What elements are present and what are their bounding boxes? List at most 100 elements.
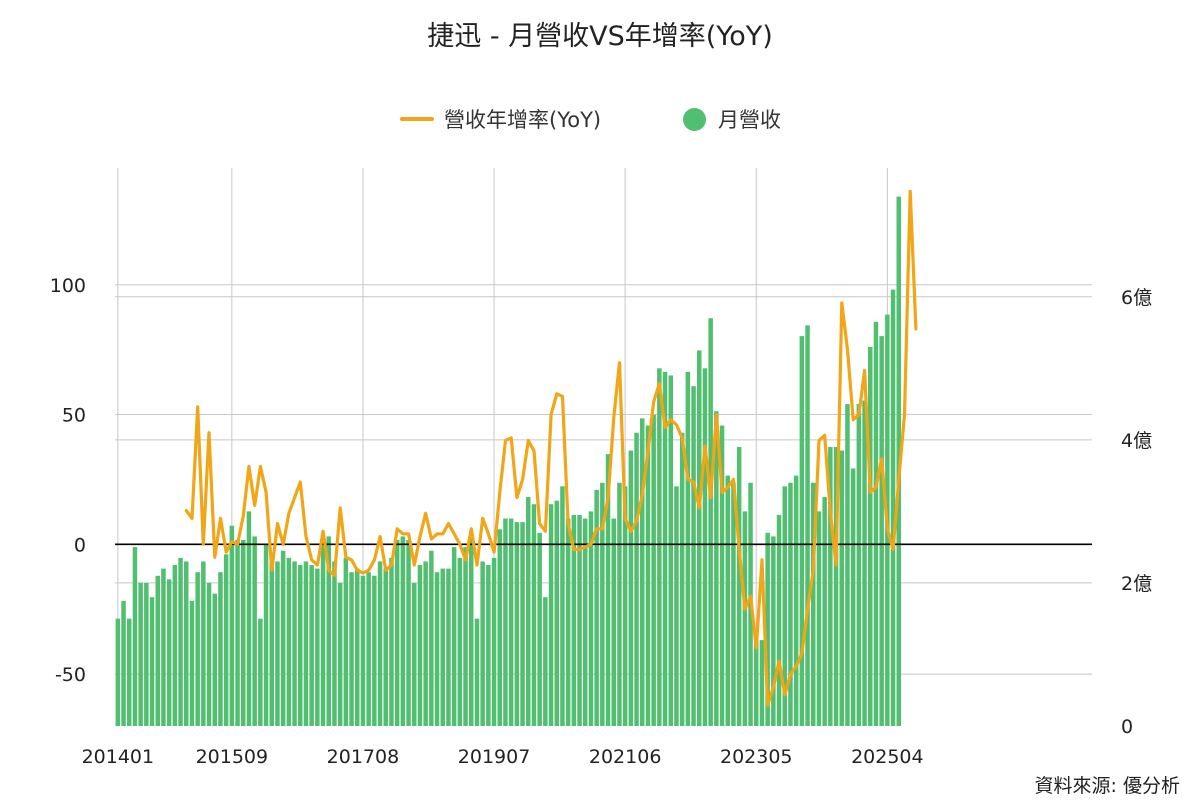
revenue-bar	[850, 468, 856, 726]
revenue-bar	[731, 482, 736, 726]
revenue-bar	[868, 346, 873, 726]
revenue-bar	[446, 568, 451, 726]
revenue-bar	[149, 597, 155, 726]
x-tick-label: 202504	[851, 746, 924, 768]
revenue-bar	[161, 568, 166, 726]
revenue-bar	[115, 618, 121, 726]
revenue-bar	[292, 561, 297, 726]
revenue-bar	[366, 572, 371, 726]
yoy-line	[184, 189, 918, 707]
revenue-bar	[235, 540, 240, 726]
revenue-bar	[178, 557, 183, 726]
revenue-bar	[469, 536, 474, 726]
legend: 營收年增率(YoY) 月營收	[0, 104, 1200, 134]
revenue-bar	[645, 425, 651, 726]
revenue-bar	[252, 536, 257, 726]
revenue-bar	[132, 547, 138, 726]
revenue-bar	[372, 575, 377, 726]
revenue-bar	[223, 554, 229, 726]
revenue-bar	[275, 561, 280, 726]
revenue-bar	[565, 518, 571, 726]
right-tick-label: 4億	[1121, 430, 1152, 452]
revenue-bar	[412, 582, 417, 726]
legend-item-yoy[interactable]: 營收年增率(YoY)	[400, 104, 601, 134]
revenue-bar	[782, 486, 787, 726]
revenue-bar	[765, 532, 770, 726]
revenue-bar	[725, 475, 730, 726]
revenue-bar	[389, 557, 394, 726]
axis-labels: 201401 201509 201708 201907 202106 202305 2025…	[50, 275, 1152, 768]
legend-line-swatch	[400, 117, 434, 121]
revenue-bar	[548, 504, 554, 726]
revenue-bar	[155, 575, 160, 726]
left-tick-label: 0	[74, 534, 86, 556]
revenue-bar	[754, 633, 759, 726]
revenue-bar	[526, 497, 531, 726]
revenue-bar	[588, 511, 594, 726]
revenue-bar	[736, 447, 742, 726]
revenue-bar	[286, 557, 292, 726]
revenue-bar	[605, 454, 611, 726]
revenue-bar	[611, 518, 616, 726]
x-tick-label: 201907	[458, 746, 531, 768]
revenue-bar	[406, 540, 411, 726]
revenue-bar	[708, 318, 713, 726]
x-tick-label: 201401	[82, 746, 155, 768]
revenue-bar	[828, 447, 833, 726]
revenue-bar	[788, 482, 793, 726]
revenue-bar	[662, 371, 668, 726]
revenue-bar	[206, 582, 212, 726]
revenue-bar	[218, 572, 223, 726]
revenue-bar	[771, 536, 776, 726]
revenue-bar	[816, 511, 822, 726]
revenue-bar	[793, 475, 799, 726]
revenue-bar	[451, 547, 457, 726]
revenue-bar	[298, 565, 303, 726]
revenue-bar	[212, 593, 217, 726]
revenue-bar	[651, 414, 656, 726]
revenue-bar	[434, 572, 440, 726]
revenue-bar	[429, 550, 434, 726]
revenue-bar	[241, 540, 246, 726]
revenue-bar	[417, 565, 423, 726]
source-note: 資料來源: 優分析	[1034, 775, 1180, 797]
revenue-bar	[258, 618, 263, 726]
revenue-bar	[668, 375, 673, 726]
revenue-bar	[508, 518, 514, 726]
left-tick-label: -50	[55, 664, 86, 686]
revenue-bar	[144, 582, 149, 726]
revenue-bar	[776, 514, 782, 726]
revenue-bar	[617, 482, 622, 726]
revenue-bar	[719, 425, 725, 726]
revenue-bar	[514, 522, 520, 726]
revenue-bar	[457, 557, 463, 726]
x-tick-label: 201509	[196, 746, 269, 768]
revenue-bar	[685, 371, 691, 726]
revenue-bar	[303, 561, 309, 726]
revenue-bar	[805, 325, 810, 726]
revenue-bar	[833, 447, 839, 726]
revenue-bar	[440, 568, 445, 726]
revenue-bar	[571, 514, 577, 726]
right-tick-label: 0	[1121, 716, 1133, 738]
revenue-bar	[560, 486, 565, 726]
revenue-bar	[184, 561, 189, 726]
revenue-bar	[845, 404, 850, 726]
revenue-bar	[622, 486, 628, 726]
revenue-bar	[138, 582, 143, 726]
legend-label-revenue: 月營收	[718, 108, 781, 132]
revenue-bar	[879, 336, 884, 726]
revenue-bar	[873, 321, 879, 726]
revenue-bar	[474, 618, 480, 726]
revenue-bar	[634, 432, 639, 726]
revenue-bar	[714, 411, 719, 726]
yoy-line-layer	[184, 189, 918, 707]
revenue-bar	[337, 582, 343, 726]
revenue-bar	[480, 561, 485, 726]
revenue-bar	[315, 568, 320, 726]
revenue-bar	[355, 568, 360, 726]
revenue-bar	[674, 486, 679, 726]
revenue-bar	[759, 640, 765, 726]
revenue-bar	[229, 525, 235, 726]
legend-item-revenue[interactable]: 月營收	[683, 104, 781, 134]
